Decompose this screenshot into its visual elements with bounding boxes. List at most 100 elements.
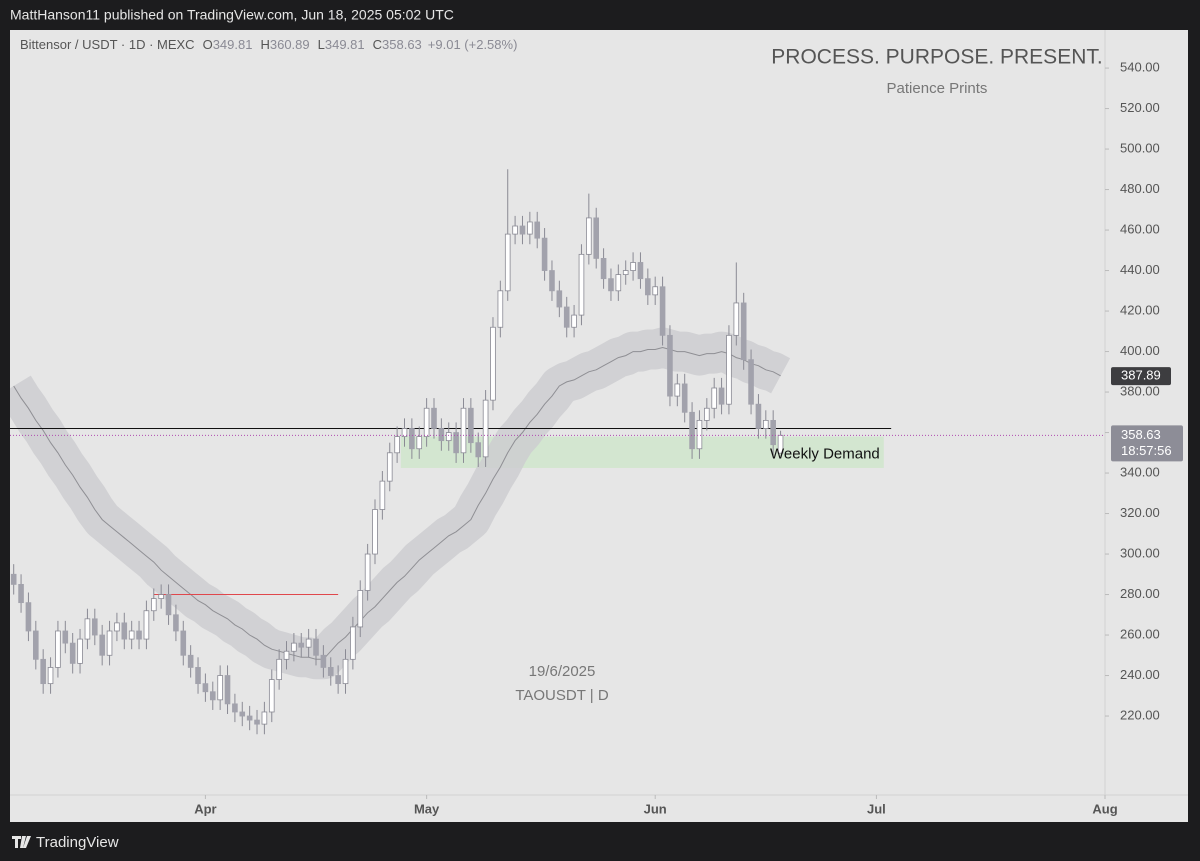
candle-body [645, 278, 651, 296]
y-tick-label: 400.00 [1120, 343, 1160, 358]
candle-body [350, 626, 356, 660]
candle-body [305, 638, 312, 648]
candle-body [593, 217, 600, 259]
candle-body [534, 221, 541, 239]
x-tick-label: Jul [867, 801, 886, 816]
candle-body [696, 419, 703, 450]
y-tick-label: 380.00 [1120, 383, 1160, 398]
ma-line [13, 346, 781, 660]
candle-body [261, 711, 268, 725]
candle-body [578, 253, 585, 316]
candle-body [438, 428, 445, 442]
candle-body [519, 225, 526, 235]
candle-body [33, 630, 39, 660]
ohlc-value: 349.81 [213, 37, 253, 52]
candle-body [283, 650, 290, 660]
candle-body [379, 480, 386, 510]
x-tick-label: May [414, 801, 440, 816]
candle-body [571, 314, 577, 328]
candle-body [445, 432, 452, 442]
candle-body [136, 630, 142, 640]
candle-body [667, 334, 673, 397]
watermark-date: 19/6/2025 [529, 663, 596, 680]
candle-body [689, 411, 695, 450]
x-tick-label: Aug [1092, 801, 1117, 816]
candle-body [92, 618, 98, 636]
candle-body [512, 225, 518, 235]
candle-body [217, 675, 223, 701]
candle-body [254, 719, 260, 725]
candle-body [232, 703, 238, 713]
countdown: 18:57:56 [1121, 443, 1172, 458]
candle-body [527, 221, 533, 235]
candle-body [327, 667, 334, 676]
candle-body [150, 598, 157, 612]
brand-name: TradingView [36, 834, 119, 851]
candle-body [659, 286, 666, 336]
candle-body [674, 383, 681, 397]
candle-body [239, 711, 246, 717]
candle-body [69, 642, 76, 664]
candle-body [416, 436, 423, 450]
candle-body [549, 270, 555, 292]
ohlc-label: L [318, 37, 325, 52]
ohlc-label: H [260, 37, 269, 52]
watermark-symbol: TAOUSDT | D [515, 687, 609, 704]
candle-body [482, 399, 489, 458]
candle-body [77, 638, 83, 664]
candle-body [748, 359, 754, 405]
candle-body [704, 407, 710, 421]
candle-body [431, 407, 437, 429]
y-tick-label: 440.00 [1120, 262, 1160, 277]
candle-body [755, 403, 762, 429]
candle-body [563, 306, 570, 328]
candle-body [246, 715, 253, 721]
candle-body [630, 262, 636, 271]
candle-body [394, 436, 400, 454]
candle-body [335, 675, 341, 685]
candle-body [770, 419, 776, 446]
candle-body [40, 658, 46, 685]
watermark-subtitle: Patience Prints [887, 80, 988, 97]
candle-body [202, 683, 209, 693]
candle-body [165, 594, 172, 616]
candle-body [298, 642, 305, 648]
candle-body [84, 618, 91, 640]
candle-body [504, 233, 511, 292]
candle-body [209, 691, 216, 701]
ohlc-label: C [373, 37, 382, 52]
candle-body [726, 334, 732, 405]
ma-tag-label: 387.89 [1121, 368, 1161, 383]
candle-body [468, 407, 474, 444]
y-tick-label: 420.00 [1120, 302, 1160, 317]
candle-body [718, 387, 725, 405]
y-tick-label: 240.00 [1120, 667, 1160, 682]
candle-body [652, 286, 658, 296]
candle-body [268, 679, 275, 713]
candle-body [276, 658, 282, 680]
candle-body [173, 614, 179, 632]
candle-body [195, 667, 201, 685]
y-tick-label: 300.00 [1120, 545, 1160, 560]
candle-body [733, 302, 740, 336]
candle-body [55, 630, 61, 668]
candle-body [460, 407, 467, 454]
candle-body [121, 622, 128, 640]
candle-body [18, 584, 24, 604]
candle-body [128, 630, 135, 640]
candle-body [62, 630, 69, 644]
candle-body [608, 278, 614, 292]
y-tick-label: 520.00 [1120, 100, 1160, 115]
y-tick-label: 280.00 [1120, 586, 1160, 601]
candle-body [475, 442, 482, 458]
candle-body [497, 290, 504, 328]
candle-body [541, 237, 548, 271]
ohlc-value: 360.89 [270, 37, 310, 52]
candle-body [106, 630, 113, 656]
overlay: Bittensor / USDT · 1D · MEXC O349.81 H360.… [10, 37, 1183, 816]
brand-logo [12, 836, 31, 848]
y-tick-label: 220.00 [1120, 707, 1160, 722]
candle-body [586, 217, 592, 255]
y-tick-label: 460.00 [1120, 221, 1160, 236]
